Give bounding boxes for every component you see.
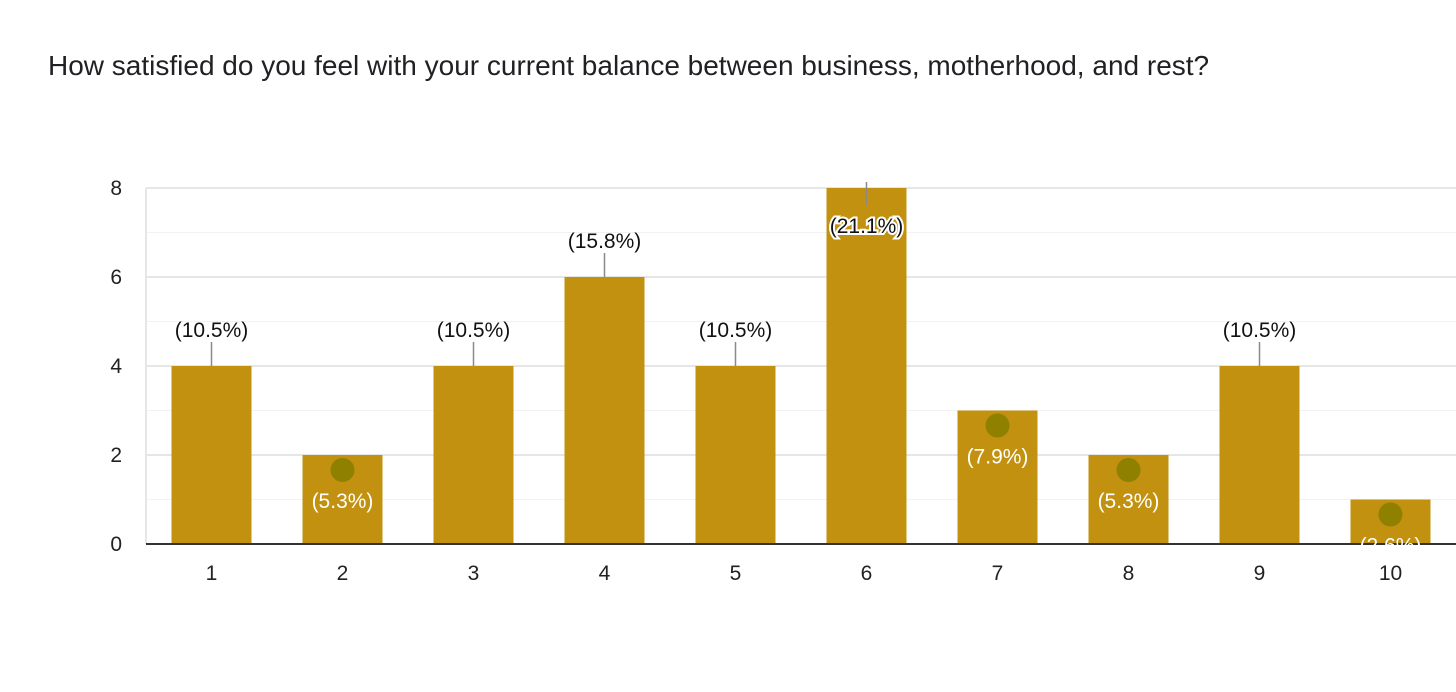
y-tick-label: 8 (110, 177, 122, 200)
data-label: (10.5%) (175, 319, 249, 342)
x-tick-label: 1 (206, 562, 218, 585)
data-label: (5.3%) (312, 490, 374, 513)
x-tick-label: 8 (1123, 562, 1135, 585)
data-label: (10.5%) (437, 319, 511, 342)
y-tick-label: 2 (110, 444, 122, 467)
x-tick-label: 7 (992, 562, 1004, 585)
x-tick-label: 3 (468, 562, 480, 585)
bar (695, 366, 776, 544)
x-tick-label: 5 (730, 562, 742, 585)
bars (171, 188, 1431, 544)
y-axis-labels: 0 2 4 6 8 (110, 177, 122, 556)
x-tick-label: 4 (599, 562, 611, 585)
data-label: (10.5%) (1223, 319, 1297, 342)
label-marker-dot (985, 413, 1010, 438)
bar (1219, 366, 1300, 544)
data-label: (21.1%) (830, 215, 904, 238)
y-tick-label: 4 (110, 355, 122, 378)
x-axis-labels: 1 2 3 4 5 6 7 8 9 10 (206, 562, 1403, 585)
data-label: (10.5%) (699, 319, 773, 342)
x-tick-label: 6 (861, 562, 873, 585)
data-label: (5.3%) (1098, 490, 1160, 513)
y-tick-label: 0 (110, 533, 122, 556)
x-tick-label: 10 (1379, 562, 1402, 585)
x-tick-label: 2 (337, 562, 349, 585)
bar (564, 277, 645, 544)
data-label: (7.9%) (967, 446, 1029, 469)
bar (433, 366, 514, 544)
data-label: (15.8%) (568, 230, 642, 253)
data-labels: (10.5%) (5.3%) (10.5%) (15.8%) (10.5%) (21.1%… (175, 182, 1422, 558)
y-tick-label: 6 (110, 266, 122, 289)
chart-title: How satisfied do you feel with your curr… (48, 50, 1210, 81)
label-marker-dot (330, 458, 355, 482)
data-label: (2.6%) (1360, 535, 1422, 558)
x-tick-label: 9 (1254, 562, 1266, 585)
label-marker-dot (1378, 502, 1403, 527)
bar (171, 366, 252, 544)
bar (826, 188, 907, 544)
label-marker-dot (1116, 458, 1141, 482)
